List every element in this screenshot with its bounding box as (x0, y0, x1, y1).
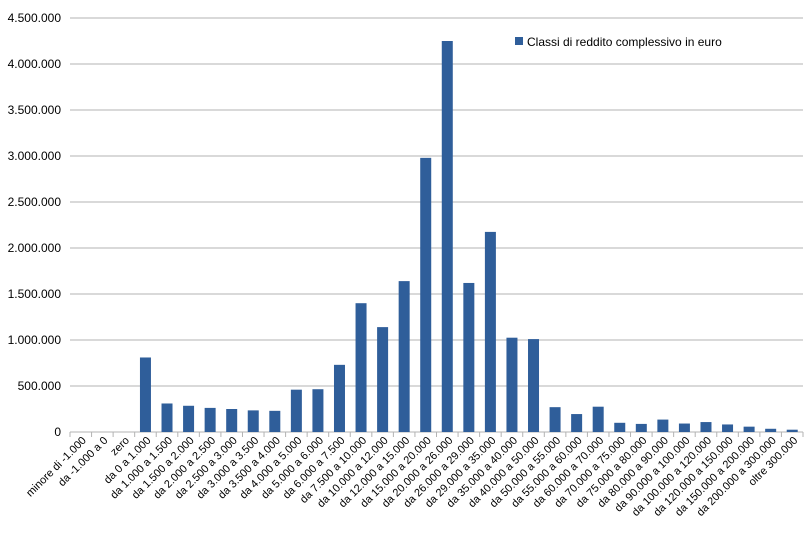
bar (463, 282, 475, 432)
bar (528, 339, 540, 432)
bar (441, 41, 453, 432)
bar (571, 414, 583, 432)
bar (484, 231, 496, 432)
bar (614, 422, 626, 432)
y-tick-label: 3.500.000 (8, 103, 62, 117)
bar (765, 428, 777, 432)
legend-swatch (515, 37, 523, 45)
bar (355, 303, 367, 432)
bar (420, 157, 432, 432)
y-tick-label: 0 (54, 425, 61, 439)
y-tick-label: 2.500.000 (8, 195, 62, 209)
bar (312, 389, 324, 432)
bar (139, 357, 151, 432)
y-tick-label: 4.500.000 (8, 11, 62, 25)
bar (635, 423, 647, 432)
bar (161, 403, 173, 432)
gridlines (69, 17, 804, 437)
bar (678, 423, 690, 432)
bar (204, 407, 216, 432)
bar (333, 364, 345, 432)
bar (700, 422, 712, 432)
legend: Classi di reddito complessivo in euro (515, 35, 722, 49)
bar (226, 409, 238, 432)
bar (269, 410, 281, 432)
legend-label: Classi di reddito complessivo in euro (527, 35, 722, 49)
bar (183, 405, 195, 432)
bar (743, 426, 755, 432)
bar (549, 407, 561, 432)
bar (506, 337, 518, 432)
bar (657, 419, 669, 432)
y-tick-label: 4.000.000 (8, 57, 62, 71)
y-axis-tick-labels: 0 500.000 1.000.000 1.500.000 2.000.000 2.500… (8, 11, 62, 439)
bar (247, 410, 259, 432)
bars (139, 41, 798, 432)
bar (786, 429, 798, 432)
bar (722, 424, 734, 432)
y-tick-label: 1.000.000 (8, 333, 62, 347)
bar (592, 406, 604, 432)
y-tick-label: 3.000.000 (8, 149, 62, 163)
bar (290, 389, 302, 432)
y-tick-label: 1.500.000 (8, 287, 62, 301)
bar (377, 327, 389, 432)
y-tick-label: 500.000 (18, 379, 62, 393)
bar (398, 281, 410, 432)
y-tick-label: 2.000.000 (8, 241, 62, 255)
